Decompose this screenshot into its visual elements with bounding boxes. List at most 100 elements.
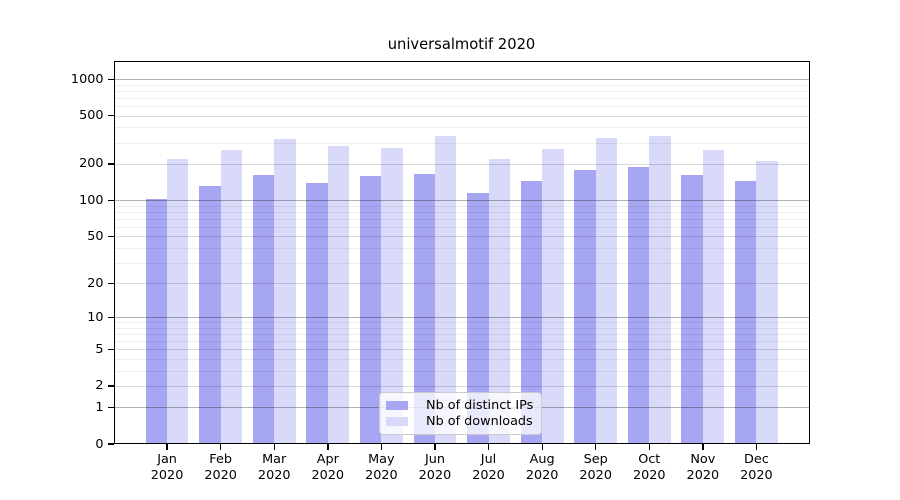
gridline-30 bbox=[113, 262, 810, 264]
x-tick-mark-aug bbox=[541, 444, 543, 450]
gridline-3 bbox=[113, 370, 810, 372]
bar-distinct-ips-mar bbox=[252, 175, 275, 444]
bar-downloads-feb bbox=[220, 150, 243, 444]
x-tick-label-nov: Nov 2020 bbox=[671, 452, 735, 484]
y-tick-label-0: 0 bbox=[95, 436, 104, 452]
x-tick-year: 2020 bbox=[311, 468, 345, 483]
x-tick-month: Oct bbox=[638, 452, 661, 467]
legend-label-downloads: Nb of downloads bbox=[426, 414, 533, 430]
x-tick-year: 2020 bbox=[740, 468, 773, 483]
gridline-50 bbox=[113, 236, 810, 238]
gridline-80 bbox=[113, 211, 810, 213]
x-tick-year: 2020 bbox=[686, 468, 720, 483]
x-tick-month: Jun bbox=[424, 452, 445, 467]
bar-downloads-apr bbox=[327, 146, 350, 444]
gridline-700 bbox=[113, 97, 810, 99]
x-tick-mark-jan bbox=[166, 444, 168, 450]
x-tick-year: 2020 bbox=[365, 468, 398, 483]
x-tick-month: Feb bbox=[209, 452, 232, 467]
bar-downloads-jul bbox=[488, 158, 510, 444]
y-tick-mark-1 bbox=[107, 406, 114, 409]
bar-downloads-nov bbox=[702, 150, 725, 444]
x-tick-month: Aug bbox=[529, 452, 555, 467]
bar-downloads-may bbox=[381, 148, 403, 444]
y-tick-mark-10 bbox=[107, 316, 114, 319]
gridline-40 bbox=[113, 247, 810, 249]
y-tick-mark-5 bbox=[107, 348, 114, 351]
y-tick-mark-1000 bbox=[107, 78, 114, 80]
x-tick-year: 2020 bbox=[418, 468, 452, 483]
legend-row-downloads: Nb of downloads bbox=[386, 414, 533, 431]
y-tick-label-200: 200 bbox=[79, 156, 104, 172]
x-tick-month: Sep bbox=[583, 452, 608, 467]
y-tick-mark-20 bbox=[107, 282, 114, 284]
legend-swatch-distinct-ips bbox=[386, 400, 408, 410]
gridline-6 bbox=[113, 341, 810, 343]
x-tick-mark-oct bbox=[648, 444, 650, 450]
bar-distinct-ips-jan bbox=[145, 199, 168, 444]
gridline-500 bbox=[113, 115, 810, 117]
bar-downloads-aug bbox=[542, 149, 564, 444]
bar-distinct-ips-jul bbox=[467, 192, 489, 444]
y-tick-mark-200 bbox=[107, 163, 114, 165]
gridline-900 bbox=[113, 84, 810, 86]
bar-distinct-ips-apr bbox=[306, 183, 328, 444]
x-tick-year: 2020 bbox=[472, 468, 505, 483]
bar-downloads-dec bbox=[756, 161, 778, 444]
y-tick-mark-0 bbox=[107, 443, 114, 445]
x-tick-label-may: May 2020 bbox=[349, 452, 413, 484]
x-tick-year: 2020 bbox=[257, 468, 291, 483]
bar-downloads-jan bbox=[167, 158, 189, 444]
x-tick-label-jun: Jun 2020 bbox=[403, 452, 467, 484]
bar-downloads-jun bbox=[434, 136, 457, 444]
y-tick-label-5: 5 bbox=[95, 341, 104, 357]
bar-distinct-ips-jun bbox=[413, 174, 435, 444]
x-tick-label-feb: Feb 2020 bbox=[189, 452, 253, 484]
chart-title: universalmotif 2020 bbox=[387, 36, 536, 53]
gridline-4 bbox=[113, 359, 810, 360]
gridline-70 bbox=[113, 218, 810, 220]
bar-downloads-oct bbox=[649, 136, 671, 444]
x-tick-mark-mar bbox=[273, 444, 275, 450]
x-tick-year: 2020 bbox=[525, 468, 559, 483]
bar-distinct-ips-dec bbox=[734, 180, 757, 444]
gridline-7 bbox=[113, 334, 810, 336]
legend: Nb of distinct IPs Nb of downloads bbox=[379, 392, 542, 435]
bar-downloads-mar bbox=[274, 139, 296, 444]
x-tick-mark-sep bbox=[595, 444, 597, 450]
x-tick-label-dec: Dec 2020 bbox=[724, 452, 788, 484]
gridline-90 bbox=[113, 205, 810, 207]
gridline-300 bbox=[113, 142, 810, 144]
x-tick-year: 2020 bbox=[204, 468, 237, 483]
y-tick-mark-2 bbox=[107, 385, 114, 387]
gridline-600 bbox=[113, 106, 810, 108]
bar-distinct-ips-sep bbox=[574, 170, 596, 444]
x-tick-month: Jul bbox=[480, 452, 497, 467]
x-tick-mark-feb bbox=[220, 444, 222, 450]
bar-distinct-ips-oct bbox=[627, 167, 650, 444]
x-tick-label-oct: Oct 2020 bbox=[617, 452, 681, 484]
y-tick-mark-100 bbox=[107, 199, 114, 201]
legend-label-distinct-ips: Nb of distinct IPs bbox=[426, 397, 534, 413]
y-tick-mark-500 bbox=[107, 115, 114, 117]
y-tick-label-50: 50 bbox=[87, 228, 104, 244]
gridline-800 bbox=[113, 90, 810, 92]
y-tick-label-1000: 1000 bbox=[70, 71, 104, 87]
x-tick-mark-may bbox=[380, 444, 383, 450]
x-tick-label-sep: Sep 2020 bbox=[564, 452, 628, 484]
x-tick-month: Mar bbox=[262, 452, 287, 467]
gridline-5 bbox=[113, 349, 810, 351]
y-tick-label-500: 500 bbox=[79, 108, 104, 124]
bar-distinct-ips-nov bbox=[681, 175, 703, 444]
x-tick-mark-apr bbox=[327, 444, 329, 450]
bar-distinct-ips-may bbox=[359, 176, 382, 444]
bar-downloads-sep bbox=[595, 138, 618, 444]
y-tick-label-100: 100 bbox=[79, 192, 104, 208]
x-tick-month: Nov bbox=[690, 452, 716, 467]
gridline-400 bbox=[113, 127, 810, 129]
y-tick-mark-50 bbox=[107, 235, 114, 238]
x-tick-month: Dec bbox=[744, 452, 769, 467]
x-tick-label-aug: Aug 2020 bbox=[510, 452, 574, 484]
x-tick-year: 2020 bbox=[632, 468, 666, 483]
